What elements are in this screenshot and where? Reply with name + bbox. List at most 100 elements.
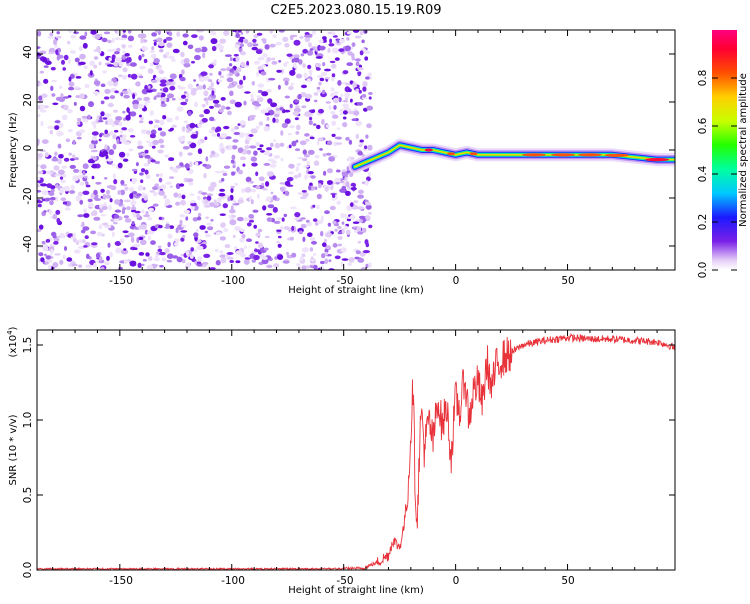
noise-speckle xyxy=(260,150,266,153)
noise-speckle xyxy=(55,184,59,189)
noise-speckle xyxy=(308,42,312,48)
noise-speckle xyxy=(142,258,147,262)
noise-speckle xyxy=(210,181,217,187)
noise-speckle xyxy=(249,145,257,149)
noise-speckle xyxy=(163,87,169,93)
noise-speckle xyxy=(285,180,291,187)
noise-speckle xyxy=(114,90,119,94)
noise-speckle xyxy=(68,152,72,156)
noise-speckle xyxy=(140,116,144,121)
noise-speckle xyxy=(324,258,329,265)
noise-speckle xyxy=(107,49,114,52)
noise-speckle xyxy=(126,63,131,67)
noise-speckle xyxy=(104,144,108,150)
noise-speckle xyxy=(124,186,129,191)
noise-speckle xyxy=(243,100,247,106)
noise-speckle xyxy=(191,60,195,64)
noise-speckle xyxy=(241,233,246,239)
noise-speckle xyxy=(139,33,147,39)
noise-speckle xyxy=(237,147,244,154)
noise-speckle xyxy=(59,232,65,239)
noise-speckle xyxy=(121,90,129,95)
noise-speckle xyxy=(64,207,71,211)
noise-speckle xyxy=(136,213,141,219)
noise-speckle xyxy=(304,133,310,137)
noise-speckle xyxy=(222,203,228,209)
noise-speckle xyxy=(332,97,340,104)
noise-speckle xyxy=(337,243,342,247)
noise-speckle xyxy=(245,30,250,34)
noise-speckle xyxy=(345,181,350,188)
noise-speckle xyxy=(362,227,367,233)
noise-speckle xyxy=(187,83,193,90)
noise-speckle xyxy=(38,252,44,257)
noise-speckle xyxy=(184,91,187,94)
noise-speckle xyxy=(182,146,190,150)
noise-speckle xyxy=(253,224,257,229)
noise-speckle xyxy=(207,226,214,231)
noise-speckle xyxy=(99,115,103,122)
noise-speckle xyxy=(357,151,363,156)
noise-speckle xyxy=(317,219,323,225)
noise-speckle xyxy=(67,40,71,45)
noise-speckle xyxy=(174,242,179,247)
noise-speckle xyxy=(45,255,51,260)
spectrogram-y-tick-label: 20 xyxy=(22,93,34,106)
noise-speckle xyxy=(100,214,107,217)
noise-speckle xyxy=(189,200,196,204)
noise-speckle xyxy=(335,142,343,145)
noise-speckle xyxy=(104,113,112,118)
noise-speckle xyxy=(199,225,206,230)
noise-speckle xyxy=(140,38,144,44)
noise-speckle xyxy=(262,53,268,58)
noise-speckle xyxy=(273,155,280,159)
noise-speckle xyxy=(104,224,112,229)
noise-speckle xyxy=(364,201,371,206)
noise-speckle xyxy=(246,60,250,67)
noise-speckle xyxy=(264,235,270,239)
noise-speckle xyxy=(138,75,144,79)
noise-speckle xyxy=(281,122,288,129)
noise-speckle xyxy=(106,64,114,67)
noise-speckle xyxy=(164,226,171,229)
noise-speckle xyxy=(78,61,86,65)
noise-speckle xyxy=(230,205,234,211)
colorbar-label: Normalized spectral amplitude xyxy=(738,73,749,227)
noise-speckle xyxy=(345,137,350,141)
noise-speckle xyxy=(331,197,336,201)
noise-speckle xyxy=(37,164,40,168)
noise-speckle xyxy=(75,76,82,79)
noise-speckle xyxy=(42,246,49,252)
noise-speckle xyxy=(329,60,336,64)
noise-speckle xyxy=(211,45,217,52)
noise-speckle xyxy=(251,162,258,167)
noise-speckle xyxy=(215,231,222,236)
noise-speckle xyxy=(152,203,159,207)
noise-speckle xyxy=(58,85,63,89)
noise-speckle xyxy=(120,137,127,143)
noise-speckle xyxy=(208,64,215,69)
noise-speckle xyxy=(55,49,59,55)
noise-speckle xyxy=(89,163,93,166)
noise-speckle xyxy=(252,209,259,213)
noise-speckle xyxy=(81,221,85,227)
noise-speckle xyxy=(131,73,138,80)
noise-speckle xyxy=(289,103,293,109)
noise-speckle xyxy=(108,161,113,165)
noise-speckle xyxy=(291,140,297,147)
noise-speckle xyxy=(225,145,230,149)
noise-speckle xyxy=(86,253,90,259)
noise-speckle xyxy=(171,97,176,101)
noise-speckle xyxy=(146,230,152,235)
noise-speckle xyxy=(39,82,43,86)
noise-speckle xyxy=(231,154,236,161)
noise-speckle xyxy=(282,77,290,83)
noise-speckle xyxy=(135,81,141,87)
noise-speckle xyxy=(44,261,49,265)
noise-speckle xyxy=(41,139,49,145)
noise-speckle xyxy=(263,126,271,132)
noise-speckle xyxy=(305,93,313,99)
noise-speckle xyxy=(88,101,94,108)
noise-speckle xyxy=(104,88,111,95)
noise-speckle xyxy=(270,102,278,108)
